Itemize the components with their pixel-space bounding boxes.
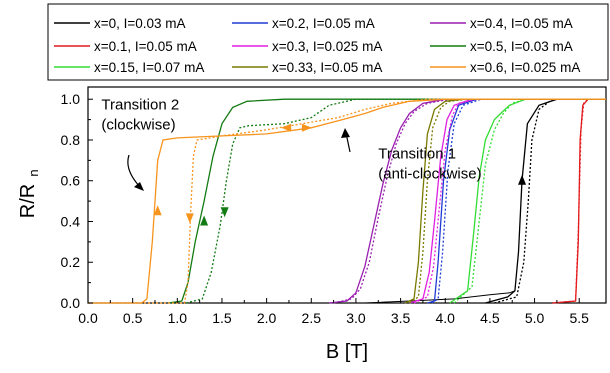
- legend-label: x=0.33, I=0.05 mA: [272, 60, 382, 75]
- series-line-up: [88, 98, 606, 304]
- annotations: Transition 2 (clockwise) Transition 1 (anti…: [101, 96, 527, 226]
- direction-arrow: [301, 123, 312, 132]
- annotation-text: Transition 2: [101, 96, 179, 113]
- series-8: [88, 98, 606, 304]
- y-tick-label: 0.0: [61, 295, 81, 311]
- annotation-arrow-head: [341, 128, 350, 138]
- x-tick-label: 2.0: [257, 310, 277, 326]
- y-tick-label: 0.4: [61, 213, 81, 229]
- legend-label: x=0.4, I=0.05 mA: [470, 16, 573, 31]
- series-4: [409, 98, 606, 304]
- series-line-down: [88, 98, 606, 304]
- x-axis-label: B [T]: [326, 341, 368, 363]
- direction-arrow: [281, 123, 292, 132]
- annotation-text: (anti-clockwise): [378, 165, 481, 182]
- annotation-arrow-head: [134, 182, 144, 191]
- series-line-up: [404, 98, 606, 304]
- legend: x=0, I=0.03 mA x=0.1, I=0.05 mA x=0.15, I=…: [54, 16, 580, 75]
- series-line-down: [494, 98, 606, 304]
- series-group: [88, 98, 606, 304]
- x-tick-label: 3.5: [391, 310, 411, 326]
- annotation-text: Transition 1: [378, 145, 456, 162]
- legend-label: x=0.1, I=0.05 mA: [94, 39, 197, 54]
- series-line-down: [333, 98, 606, 304]
- direction-arrow: [220, 207, 229, 218]
- legend-label: x=0.6, I=0.025 mA: [470, 60, 580, 75]
- series-line-up: [168, 98, 606, 304]
- series-5: [404, 98, 606, 304]
- y-tick-label: 1.0: [61, 91, 81, 107]
- x-tick-label: 1.0: [168, 310, 188, 326]
- series-line-up: [329, 98, 606, 304]
- legend-label: x=0.3, I=0.025 mA: [272, 39, 382, 54]
- legend-box: [47, 3, 609, 81]
- x-tick-label: 0.5: [123, 310, 143, 326]
- series-2: [449, 98, 606, 304]
- series-line-up: [552, 98, 606, 304]
- series-line-down: [431, 98, 606, 304]
- direction-arrow: [153, 205, 162, 216]
- y-axis-label-sub: n: [26, 169, 41, 176]
- series-6: [329, 98, 606, 304]
- series-7: [168, 98, 606, 304]
- x-tick-label: 0.0: [78, 310, 98, 326]
- y-tick-label: 0.6: [61, 173, 81, 189]
- axis-ticks: 0.0 0.5 1.0 1.5 2.0 2.5 3.0 3.5 4.0 4.5 5.0 5.5 0.0 0…: [61, 91, 590, 326]
- legend-label: x=0.15, I=0.07 mA: [94, 60, 204, 75]
- series-line-up: [427, 98, 606, 304]
- series-line-down: [409, 98, 606, 304]
- series-line-baseline: [88, 290, 516, 304]
- y-axis-label: R/R n: [17, 169, 41, 218]
- legend-label: x=0.2, I=0.05 mA: [272, 16, 375, 31]
- series-line-down: [453, 98, 606, 304]
- annotation-text: (clockwise): [101, 116, 175, 133]
- legend-label: x=0.5, I=0.03 mA: [470, 39, 573, 54]
- direction-arrow: [200, 215, 209, 226]
- x-tick-label: 5.5: [569, 310, 589, 326]
- x-tick-label: 3.0: [346, 310, 366, 326]
- y-axis-label-main: R/R: [17, 184, 39, 218]
- series-3: [427, 98, 606, 304]
- y-tick-label: 0.8: [61, 132, 81, 148]
- x-tick-label: 1.5: [212, 310, 232, 326]
- x-tick-label: 4.0: [436, 310, 456, 326]
- direction-arrow: [185, 213, 194, 224]
- direction-arrow: [518, 174, 527, 185]
- x-tick-label: 2.5: [302, 310, 322, 326]
- legend-label: x=0, I=0.03 mA: [94, 16, 186, 31]
- series-line-up: [449, 98, 606, 304]
- series-1: [552, 98, 606, 304]
- y-tick-label: 0.2: [61, 254, 81, 270]
- x-tick-label: 4.5: [480, 310, 500, 326]
- series-line-up: [409, 98, 606, 304]
- series-line-up: [485, 98, 606, 304]
- x-tick-label: 5.0: [525, 310, 545, 326]
- series-line-down: [413, 98, 606, 304]
- series-line-down: [186, 98, 606, 304]
